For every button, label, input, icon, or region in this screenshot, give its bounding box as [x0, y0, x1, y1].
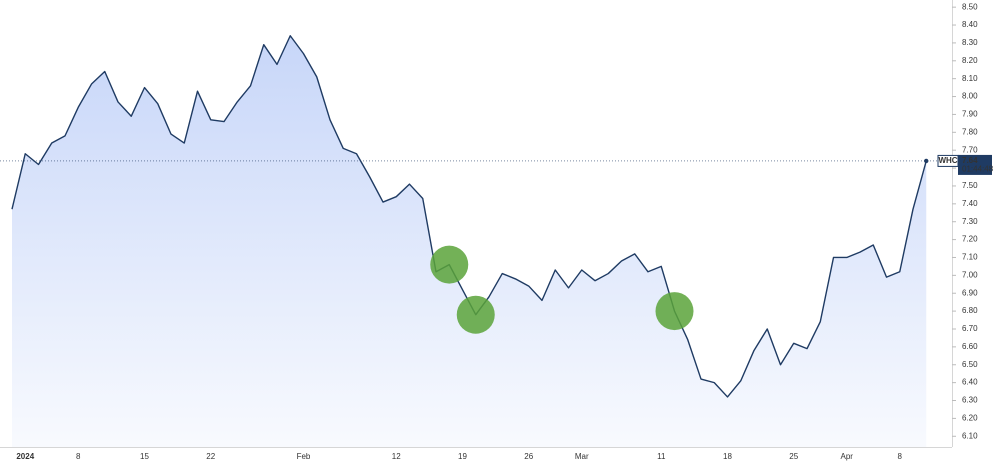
x-tick-label: 26 [524, 452, 533, 461]
x-tick-label: 8 [76, 452, 81, 461]
y-tick-label: 7.00 [962, 270, 978, 279]
x-tick-label: Feb [297, 452, 311, 461]
price-label: 7.64 [962, 156, 978, 165]
x-tick-label: 25 [789, 452, 798, 461]
y-tick-label: 7.40 [962, 199, 978, 208]
y-tick-label: 6.40 [962, 378, 978, 387]
y-tick-label: 7.50 [962, 181, 978, 190]
x-tick-label: Apr [841, 452, 854, 461]
y-tick-label: 7.10 [962, 253, 978, 262]
x-tick-label: 11 [657, 452, 666, 461]
y-tick-label: 6.70 [962, 324, 978, 333]
y-tick-label: 7.70 [962, 145, 978, 154]
y-tick-label: 7.30 [962, 217, 978, 226]
y-tick-label: 8.20 [962, 56, 978, 65]
y-tick-label: 8.50 [962, 2, 978, 11]
y-tick-label: 6.60 [962, 342, 978, 351]
y-tick-label: 6.10 [962, 431, 978, 440]
y-tick-label: 6.90 [962, 288, 978, 297]
y-tick-label: 8.30 [962, 38, 978, 47]
x-tick-label: Mar [575, 452, 589, 461]
last-point [924, 158, 929, 164]
y-tick-label: 6.50 [962, 360, 978, 369]
y-tick-label: 7.90 [962, 110, 978, 119]
highlight-marker [655, 292, 694, 331]
y-tick-label: 8.00 [962, 92, 978, 101]
x-tick-label: 19 [458, 452, 467, 461]
x-tick-label: 8 [898, 452, 903, 461]
x-tick-label: 22 [206, 452, 215, 461]
y-tick-label: 7.80 [962, 127, 978, 136]
x-tick-label: 15 [140, 452, 149, 461]
area-fill [12, 35, 927, 447]
highlight-marker [456, 295, 495, 334]
x-tick-label: 2024 [16, 452, 34, 461]
y-tick-label: 7.20 [962, 235, 978, 244]
countdown-label: 01:44:48 [962, 165, 994, 174]
price-tag [958, 154, 992, 175]
y-tick-label: 6.80 [962, 306, 978, 315]
y-tick-label: 8.40 [962, 20, 978, 29]
highlight-marker [430, 245, 469, 284]
y-tick-label: 6.20 [962, 414, 978, 423]
y-tick-label: 8.10 [962, 74, 978, 83]
y-tick-label: 6.30 [962, 396, 978, 405]
symbol-label: WHC [938, 156, 957, 165]
x-tick-label: 12 [392, 452, 401, 461]
x-tick-label: 18 [723, 452, 732, 461]
